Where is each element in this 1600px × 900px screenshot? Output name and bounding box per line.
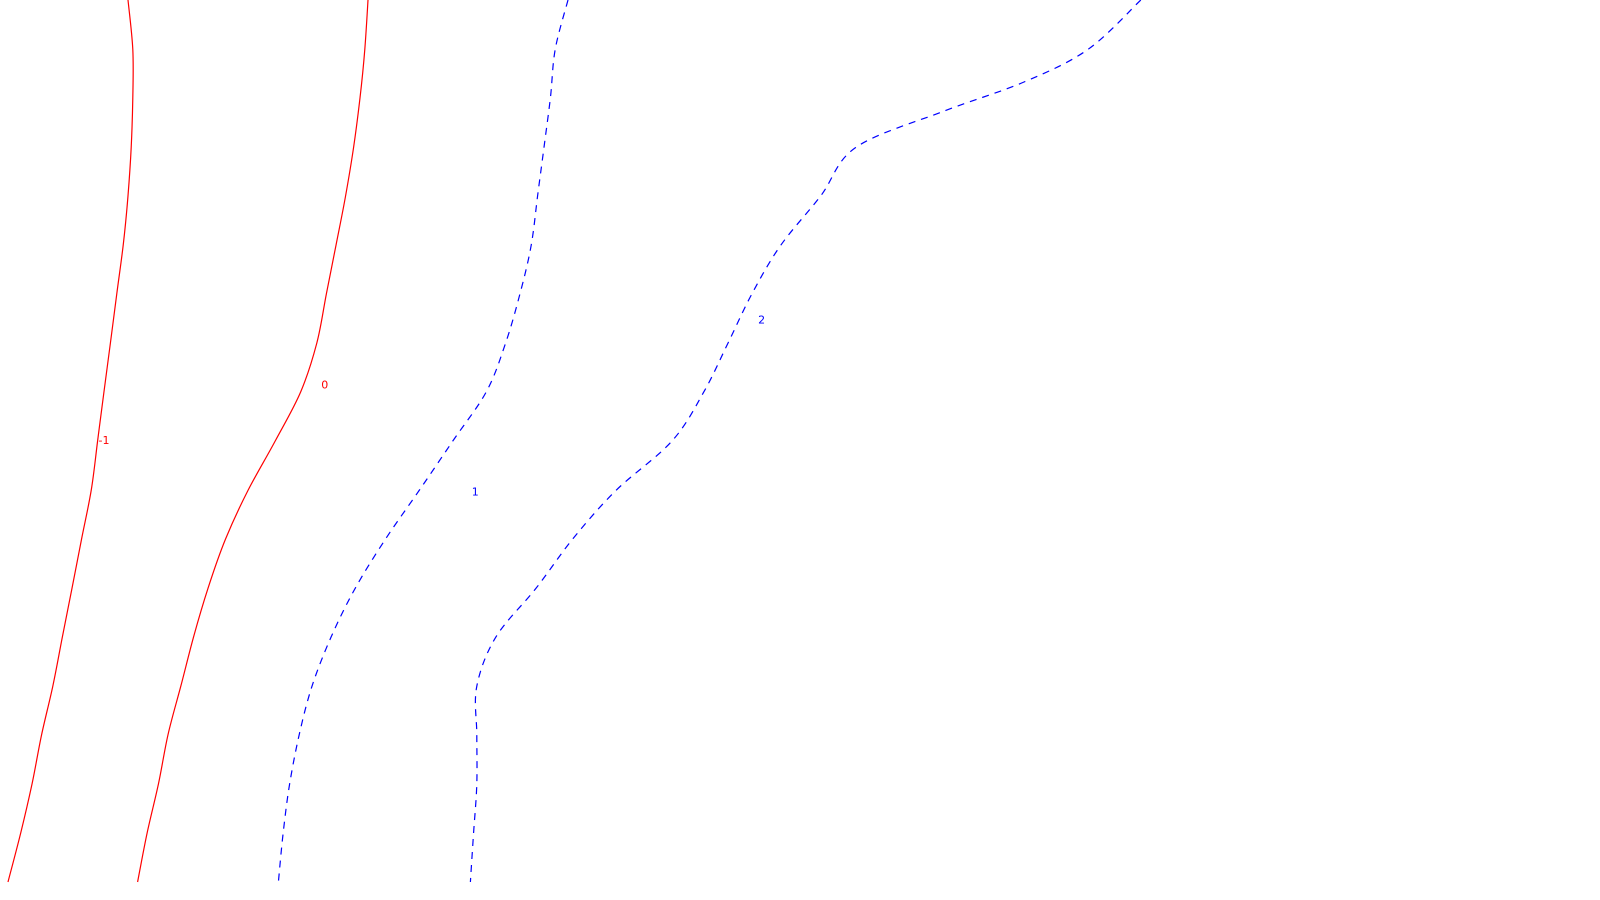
contour-label: 1 bbox=[472, 485, 479, 498]
contour-label-background bbox=[470, 485, 481, 498]
contour-line-level-1 bbox=[277, 0, 569, 883]
contour-label-background bbox=[319, 378, 330, 391]
contour-lines bbox=[7, 0, 1142, 883]
contour-line-level-0 bbox=[137, 0, 369, 883]
contour-label: 2 bbox=[758, 313, 765, 326]
contour-label: 0 bbox=[321, 379, 328, 392]
contour-labels: -1 0 1 2 bbox=[99, 313, 767, 498]
contour-label-background bbox=[99, 434, 109, 447]
contour-line-level-2 bbox=[469, 0, 1142, 883]
contour-label-background bbox=[756, 313, 767, 326]
contour-label: -1 bbox=[99, 434, 110, 447]
contour-line-level-neg1 bbox=[7, 0, 134, 883]
